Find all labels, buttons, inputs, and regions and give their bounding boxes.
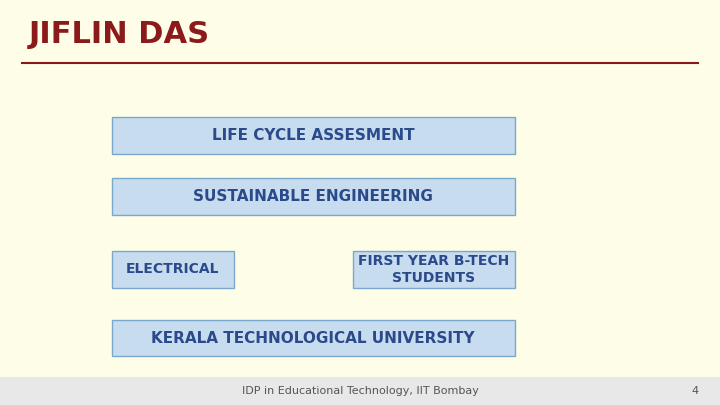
Text: JIFLIN DAS: JIFLIN DAS [29, 19, 210, 49]
FancyBboxPatch shape [112, 251, 234, 288]
Text: 4: 4 [691, 386, 698, 396]
FancyBboxPatch shape [112, 320, 515, 356]
Text: FIRST YEAR B-TECH
STUDENTS: FIRST YEAR B-TECH STUDENTS [358, 254, 510, 285]
Text: LIFE CYCLE ASSESMENT: LIFE CYCLE ASSESMENT [212, 128, 415, 143]
Text: ELECTRICAL: ELECTRICAL [126, 262, 220, 276]
FancyBboxPatch shape [112, 178, 515, 215]
Text: KERALA TECHNOLOGICAL UNIVERSITY: KERALA TECHNOLOGICAL UNIVERSITY [151, 330, 475, 346]
FancyBboxPatch shape [353, 251, 515, 288]
Text: SUSTAINABLE ENGINEERING: SUSTAINABLE ENGINEERING [193, 189, 433, 204]
Text: IDP in Educational Technology, IIT Bombay: IDP in Educational Technology, IIT Bomba… [242, 386, 478, 396]
FancyBboxPatch shape [112, 117, 515, 154]
FancyBboxPatch shape [0, 377, 720, 405]
